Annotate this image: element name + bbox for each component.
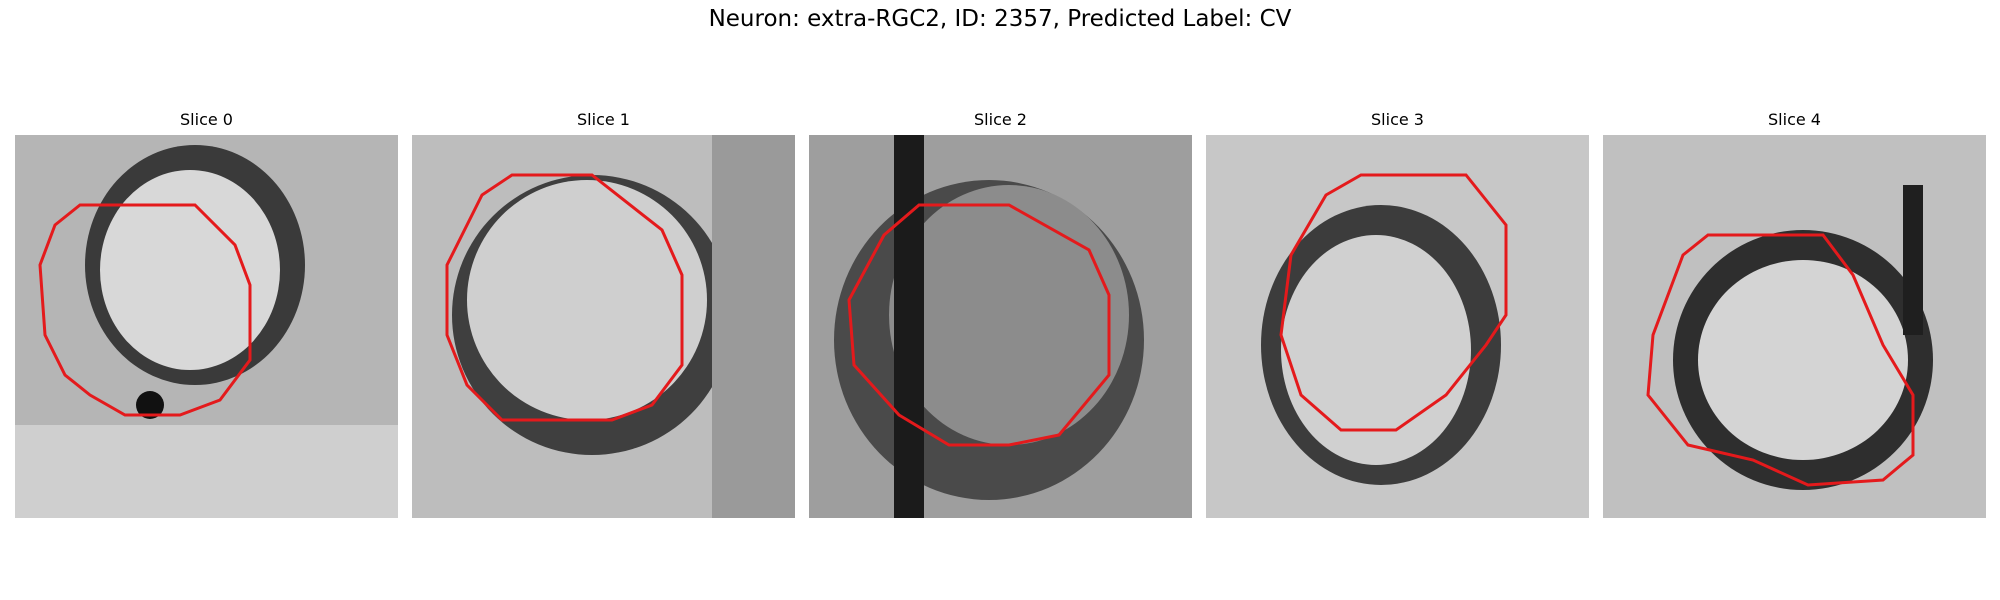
slice-2-graphic [809, 135, 1192, 518]
slice-panel-4: Slice 4 [1603, 110, 1986, 518]
slice-image-2 [809, 135, 1192, 518]
slice-title-0: Slice 0 [180, 110, 233, 129]
slice-image-3 [1206, 135, 1589, 518]
figure-title: Neuron: extra-RGC2, ID: 2357, Predicted … [708, 6, 1292, 32]
slice-0-graphic [15, 135, 398, 518]
slice-title-4: Slice 4 [1768, 110, 1821, 129]
slice-panel-3: Slice 3 [1206, 110, 1589, 518]
slice-4-graphic [1603, 135, 1986, 518]
slice-panel-0: Slice 0 [15, 110, 398, 518]
slice-title-1: Slice 1 [577, 110, 630, 129]
slice-image-0 [15, 135, 398, 518]
slice-panel-1: Slice 1 [412, 110, 795, 518]
slice-image-1 [412, 135, 795, 518]
slice-3-graphic [1206, 135, 1589, 518]
slice-1-graphic [412, 135, 795, 518]
slice-image-4 [1603, 135, 1986, 518]
slice-title-3: Slice 3 [1371, 110, 1424, 129]
slice-title-2: Slice 2 [974, 110, 1027, 129]
slice-panel-2: Slice 2 [809, 110, 1192, 518]
